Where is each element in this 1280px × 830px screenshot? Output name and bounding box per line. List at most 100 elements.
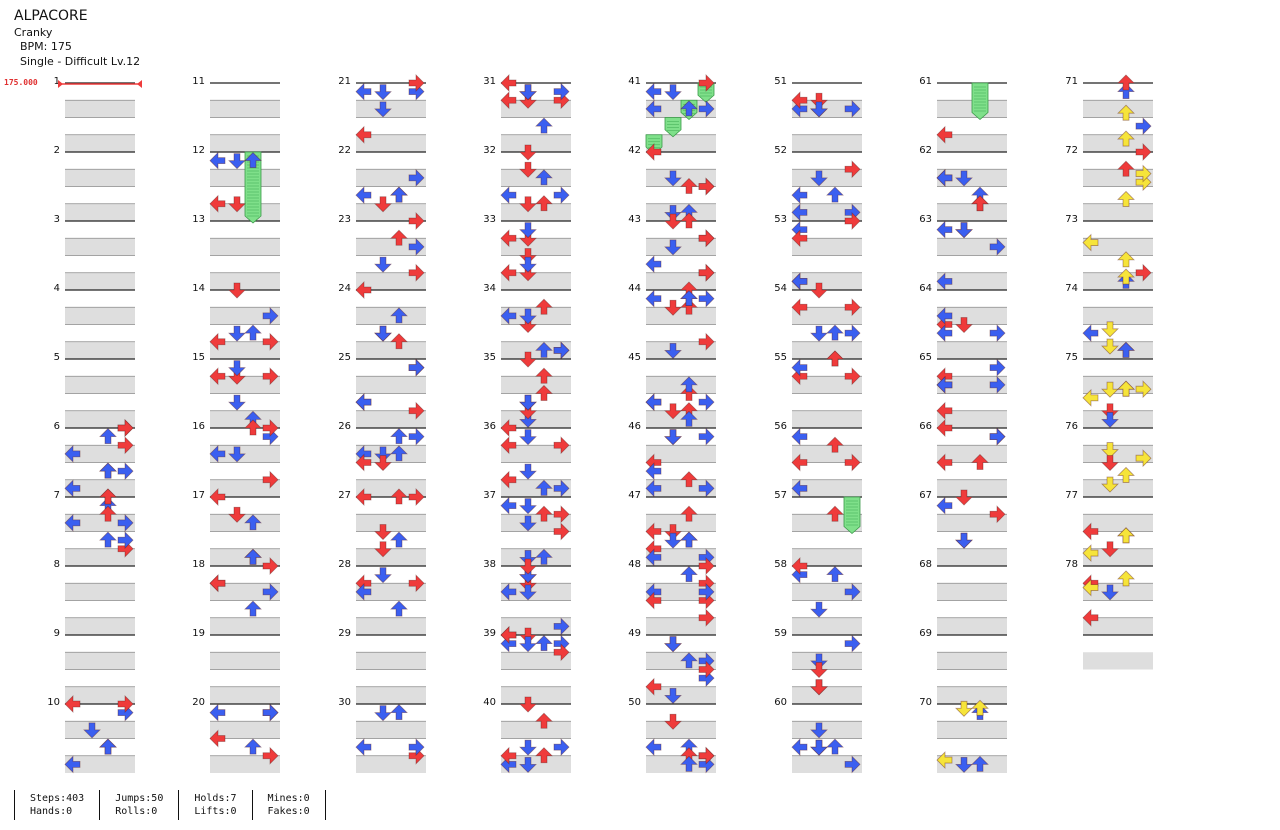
arrow-shape — [553, 479, 570, 498]
arrow-shape — [355, 582, 372, 601]
up-arrow-icon — [826, 738, 844, 755]
down-arrow-icon — [664, 687, 682, 704]
right-arrow-icon — [262, 582, 279, 601]
left-arrow-icon — [64, 479, 81, 498]
arrow-shape — [936, 306, 953, 325]
right-arrow-icon — [844, 582, 861, 601]
arrow-shape — [500, 496, 517, 515]
arrow-shape — [535, 367, 553, 384]
left-arrow-icon — [936, 220, 953, 239]
down-arrow-icon — [228, 325, 246, 342]
arrow-shape — [355, 738, 372, 757]
up-arrow-icon — [680, 531, 698, 548]
left-arrow-icon — [645, 591, 662, 610]
down-arrow-icon — [955, 317, 973, 334]
arrow-shape — [500, 419, 517, 437]
left-arrow-icon — [355, 281, 372, 299]
down-arrow-icon — [228, 196, 246, 213]
right-arrow-icon — [408, 263, 425, 282]
arrow-shape — [64, 695, 81, 713]
left-arrow-icon — [500, 582, 517, 601]
beat-stripe — [937, 686, 1007, 704]
arrow-shape — [262, 703, 279, 722]
measure-number: 63 — [919, 214, 932, 225]
up-arrow-icon — [535, 747, 553, 764]
arrow-shape — [664, 239, 682, 256]
arrow-shape — [810, 101, 828, 118]
beat-stripe — [65, 652, 135, 670]
arrow-shape — [955, 700, 973, 717]
measure-number: 30 — [338, 697, 351, 708]
right-arrow-icon — [408, 237, 425, 256]
up-arrow-icon — [680, 755, 698, 772]
arrow-shape — [1117, 341, 1135, 358]
arrow-shape — [1101, 403, 1119, 420]
right-arrow-icon — [844, 324, 861, 343]
right-arrow-icon — [1135, 263, 1152, 282]
arrow-shape — [936, 401, 953, 420]
arrow-shape — [1117, 268, 1135, 285]
arrow-shape — [535, 117, 553, 134]
arrow-shape — [810, 601, 828, 618]
down-arrow-icon — [1101, 338, 1119, 355]
arrow-shape — [500, 470, 517, 489]
beat-stripe — [646, 617, 716, 635]
up-arrow-icon — [971, 453, 989, 470]
left-arrow-icon — [209, 574, 226, 593]
difficulty-label: Single - Difficult Lv.12 — [20, 55, 141, 68]
measure-number: 77 — [1065, 490, 1078, 501]
beat-stripe — [937, 376, 1007, 394]
beat-stripe — [65, 514, 135, 532]
arrow-shape — [698, 229, 715, 248]
arrow-shape — [791, 91, 808, 110]
measure-number: 22 — [338, 145, 351, 156]
measure-number: 59 — [774, 628, 787, 639]
arrow-shape — [936, 125, 953, 144]
arrow-shape — [519, 394, 537, 411]
arrow-shape — [228, 394, 246, 411]
down-arrow-icon — [1101, 541, 1119, 558]
stat-jumps: Jumps:50 — [115, 793, 164, 804]
left-arrow-icon — [500, 91, 517, 110]
up-arrow-icon — [680, 566, 698, 583]
measure-number: 76 — [1065, 421, 1078, 432]
beat-stripe — [65, 341, 135, 359]
beat-stripe — [937, 341, 1007, 359]
right-arrow-icon — [698, 660, 715, 679]
arrow-shape — [989, 237, 1006, 256]
arrow-shape — [374, 325, 392, 342]
down-arrow-icon — [519, 84, 537, 101]
beat-stripe — [210, 479, 280, 497]
measure-number: 21 — [338, 76, 351, 87]
arrow-shape — [390, 307, 408, 324]
right-arrow-icon — [408, 168, 425, 187]
up-arrow-icon — [1117, 527, 1135, 544]
up-arrow-icon — [390, 600, 408, 617]
left-arrow-icon — [791, 186, 808, 205]
left-arrow-icon — [791, 479, 808, 498]
measure-number: 74 — [1065, 283, 1078, 294]
arrow-shape — [680, 100, 698, 117]
measure-number: 34 — [483, 283, 496, 294]
left-arrow-icon — [355, 186, 372, 205]
beat-stripe — [356, 169, 426, 187]
stats-bar: Steps:403 Hands:0 Jumps:50 Rolls:0 Holds… — [14, 790, 326, 820]
stat-mines: Mines:0 — [267, 793, 310, 804]
up-arrow-icon — [1117, 570, 1135, 587]
right-arrow-icon — [698, 427, 715, 446]
up-arrow-icon — [535, 505, 553, 522]
down-arrow-icon — [955, 700, 973, 717]
down-arrow-icon — [374, 101, 392, 118]
up-arrow-icon — [680, 410, 698, 427]
left-arrow-icon — [1082, 388, 1099, 407]
arrow-shape — [500, 91, 517, 110]
stats-group-mines: Mines:0 Fakes:0 — [251, 790, 326, 820]
right-arrow-icon — [698, 479, 715, 498]
down-arrow-icon — [519, 515, 537, 532]
measure-number: 56 — [774, 421, 787, 432]
right-arrow-icon — [117, 513, 134, 532]
arrow-shape — [1101, 321, 1119, 338]
arrow-shape — [117, 695, 134, 713]
arrow-shape — [519, 84, 537, 101]
up-arrow-icon — [535, 367, 553, 384]
